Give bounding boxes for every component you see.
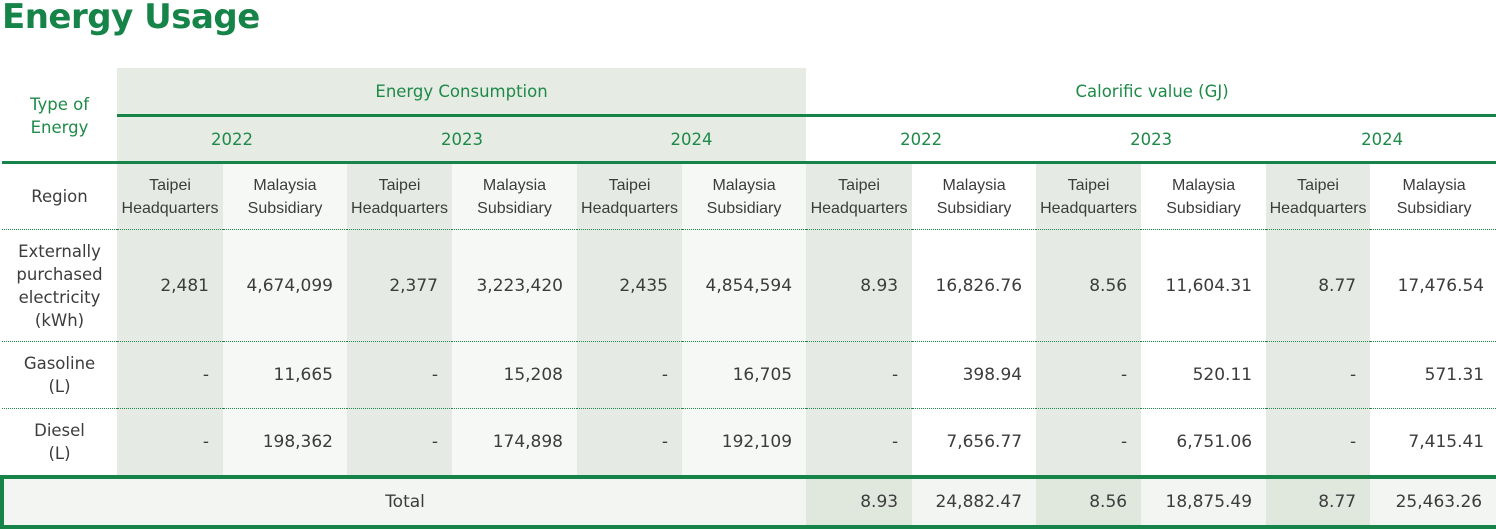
table-cell: 15,208 xyxy=(452,341,577,409)
table-cell: - xyxy=(1036,408,1142,477)
region-taipei-label: Taipei Headquarters xyxy=(121,176,219,217)
table-cell: - xyxy=(1266,408,1371,477)
total-label: Total xyxy=(0,475,807,529)
type-of-energy-header: Type of Energy xyxy=(2,68,117,163)
energy-consumption-header: Energy Consumption xyxy=(117,68,807,116)
energy-type-text: Gasoline (L) xyxy=(23,354,96,396)
table-cell: 2,481 xyxy=(117,229,223,342)
table-cell: - xyxy=(577,408,682,477)
region-malaysia: Malaysia Subsidiary xyxy=(1141,161,1267,230)
total-row: Total 8.93 24,882.47 8.56 18,875.49 8.77… xyxy=(0,475,1496,529)
table-cell: - xyxy=(347,408,452,477)
region-taipei-label: Taipei Headquarters xyxy=(351,176,448,217)
energy-type-text: Diesel (L) xyxy=(34,421,85,463)
total-cell: 8.56 xyxy=(1036,475,1142,529)
page-title: Energy Usage xyxy=(2,0,260,37)
region-malaysia: Malaysia Subsidiary xyxy=(912,161,1037,230)
region-taipei: Taipei Headquarters xyxy=(117,161,223,230)
year-header: 2024 xyxy=(1266,114,1496,163)
table-cell: 7,656.77 xyxy=(912,408,1037,477)
table-row: Externally purchased electricity (kWh) 2… xyxy=(2,229,1496,342)
table-cell: - xyxy=(347,341,452,409)
table-cell: 16,826.76 xyxy=(912,229,1037,342)
region-malaysia: Malaysia Subsidiary xyxy=(223,161,347,230)
year-header: 2022 xyxy=(806,114,1037,163)
table-cell: - xyxy=(806,341,913,409)
table-cell: 8.77 xyxy=(1266,229,1371,342)
region-taipei: Taipei Headquarters xyxy=(806,161,913,230)
table-cell: 520.11 xyxy=(1141,341,1267,409)
energy-type-label: Gasoline (L) xyxy=(2,341,117,409)
table-cell: 2,377 xyxy=(347,229,452,342)
table-cell: 7,415.41 xyxy=(1370,408,1496,477)
total-cell: 25,463.26 xyxy=(1370,475,1496,529)
year-header: 2023 xyxy=(347,114,577,163)
table-cell: 11,604.31 xyxy=(1141,229,1267,342)
region-taipei-label: Taipei Headquarters xyxy=(810,176,908,217)
energy-usage-table: Type of Energy Energy Consumption Calori… xyxy=(0,68,1496,529)
table-cell: 192,109 xyxy=(682,408,807,477)
table-cell: 16,705 xyxy=(682,341,807,409)
year-header: 2024 xyxy=(577,114,807,163)
region-malaysia: Malaysia Subsidiary xyxy=(452,161,577,230)
table-cell: - xyxy=(1036,341,1142,409)
region-taipei: Taipei Headquarters xyxy=(577,161,682,230)
region-taipei-label: Taipei Headquarters xyxy=(1269,176,1367,217)
energy-type-label: Externally purchased electricity (kWh) xyxy=(2,229,117,342)
table-row: Diesel (L) - 198,362 - 174,898 - 192,109… xyxy=(2,408,1496,477)
table-cell: - xyxy=(806,408,913,477)
region-malaysia: Malaysia Subsidiary xyxy=(682,161,807,230)
table-cell: 8.93 xyxy=(806,229,913,342)
region-malaysia-label: Malaysia Subsidiary xyxy=(1396,176,1472,217)
region-taipei: Taipei Headquarters xyxy=(1036,161,1142,230)
energy-type-text: Externally purchased electricity (kWh) xyxy=(16,241,103,330)
table-cell: 6,751.06 xyxy=(1141,408,1267,477)
table-cell: 174,898 xyxy=(452,408,577,477)
year-header: 2023 xyxy=(1036,114,1267,163)
table-cell: - xyxy=(577,341,682,409)
total-cell: 24,882.47 xyxy=(912,475,1037,529)
table-cell: 2,435 xyxy=(577,229,682,342)
table-row: Gasoline (L) - 11,665 - 15,208 - 16,705 … xyxy=(2,341,1496,409)
region-label: Region xyxy=(2,161,117,230)
total-cell: 8.77 xyxy=(1266,475,1371,529)
table-cell: - xyxy=(1266,341,1371,409)
type-of-energy-label: Type of Energy xyxy=(29,95,90,137)
region-malaysia-label: Malaysia Subsidiary xyxy=(247,176,323,217)
region-taipei: Taipei Headquarters xyxy=(347,161,452,230)
region-taipei-label: Taipei Headquarters xyxy=(581,176,678,217)
region-malaysia-label: Malaysia Subsidiary xyxy=(936,176,1012,217)
region-malaysia-label: Malaysia Subsidiary xyxy=(706,176,782,217)
region-malaysia-label: Malaysia Subsidiary xyxy=(1166,176,1241,217)
region-malaysia-label: Malaysia Subsidiary xyxy=(477,176,552,217)
table-cell: - xyxy=(117,341,223,409)
region-malaysia: Malaysia Subsidiary xyxy=(1370,161,1496,230)
table-cell: 198,362 xyxy=(223,408,347,477)
total-cell: 8.93 xyxy=(806,475,913,529)
total-cell: 18,875.49 xyxy=(1141,475,1267,529)
table-cell: 4,674,099 xyxy=(223,229,347,342)
table-cell: 4,854,594 xyxy=(682,229,807,342)
region-taipei: Taipei Headquarters xyxy=(1266,161,1371,230)
table-cell: 571.31 xyxy=(1370,341,1496,409)
table-cell: - xyxy=(117,408,223,477)
table-cell: 398.94 xyxy=(912,341,1037,409)
table-cell: 11,665 xyxy=(223,341,347,409)
calorific-value-header: Calorific value (GJ) xyxy=(806,68,1496,116)
energy-type-label: Diesel (L) xyxy=(2,408,117,477)
table-cell: 3,223,420 xyxy=(452,229,577,342)
table-cell: 8.56 xyxy=(1036,229,1142,342)
table-cell: 17,476.54 xyxy=(1370,229,1496,342)
year-header: 2022 xyxy=(117,114,347,163)
region-taipei-label: Taipei Headquarters xyxy=(1040,176,1138,217)
